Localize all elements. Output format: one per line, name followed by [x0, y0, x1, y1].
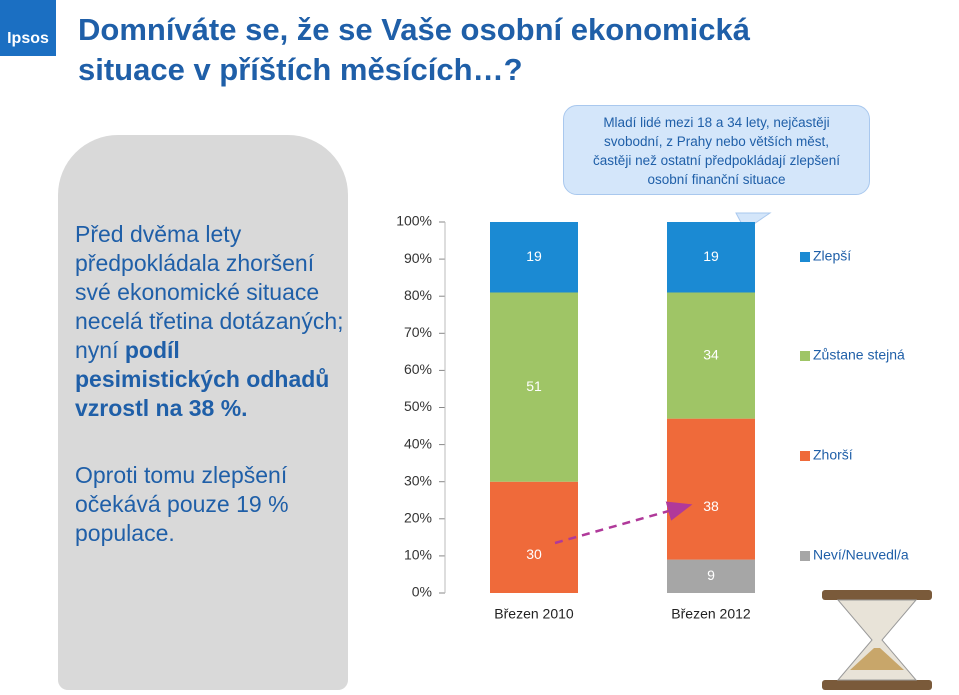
value-label: 30 [526, 546, 542, 562]
legend-label: Zhorší [813, 447, 853, 463]
y-tick-label: 50% [404, 398, 432, 414]
title-line: Domníváte se, že se Vaše osobní ekonomic… [78, 12, 750, 47]
y-tick-label: 0% [412, 584, 432, 600]
title: Domníváte se, že se Vaše osobní ekonomic… [78, 10, 750, 90]
callout-line: osobní finanční situace [647, 172, 786, 187]
title-line: situace v příštích měsících…? [78, 52, 523, 87]
logo-text: Ipsos [7, 30, 49, 47]
y-tick-label: 60% [404, 361, 432, 377]
y-tick-label: 10% [404, 547, 432, 563]
y-tick-label: 70% [404, 324, 432, 340]
callout-line: Mladí lidé mezi 18 a 34 lety, nejčastěji [603, 115, 830, 130]
bar-segment [490, 222, 578, 293]
bar-segment [667, 418, 755, 560]
legend-swatch [800, 551, 810, 561]
bars: 30 51 19 Březen 2010 9 38 34 19 Březen 2012 Zlepš… [490, 222, 909, 622]
legend-label: Zůstane stejná [813, 347, 905, 363]
logo: Ipsos [0, 0, 56, 56]
legend-swatch [800, 351, 810, 361]
legend-label: Zlepší [813, 248, 851, 264]
bar-segment [667, 559, 755, 593]
paragraph: Před dvěma lety předpokládala zhoršení s… [75, 220, 350, 423]
paragraph: Oproti tomu zlepšení očekává pouze 19 % … [75, 462, 289, 546]
value-label: 19 [703, 248, 719, 264]
value-label: 9 [707, 567, 715, 583]
bar-segment [667, 292, 755, 419]
x-tick-label: Březen 2012 [671, 606, 751, 622]
y-tick-label: 80% [404, 287, 432, 303]
text-run: Před dvěma lety předpokládala zhoršení s… [75, 221, 344, 363]
bar-segment [490, 292, 578, 482]
value-label: 19 [526, 248, 542, 264]
callout-line: svobodní, z Prahy nebo větších měst, [603, 134, 830, 149]
legend-swatch [800, 451, 810, 461]
legend-swatch [800, 252, 810, 262]
y-tick-label: 90% [404, 250, 432, 266]
y-tick-label: 40% [404, 435, 432, 451]
bar-segment [667, 222, 755, 293]
hourglass [822, 590, 932, 690]
text-run-bold: podíl pesimistických odhadů vzrostl na 3… [75, 337, 330, 421]
callout: Mladí lidé mezi 18 a 34 lety, nejčastěji… [563, 105, 870, 195]
axis: 0% 10% 20% 30% 40% 50% 60% 70% 80% 90% 100% [396, 213, 446, 600]
side-panel [58, 135, 348, 690]
panel-text: Před dvěma lety předpokládala zhoršení s… [75, 220, 350, 586]
callout-line: častěji než ostatní předpokládají zlepše… [593, 153, 840, 168]
value-label: 38 [703, 498, 719, 514]
y-tick-label: 30% [404, 472, 432, 488]
value-label: 51 [526, 378, 542, 394]
value-label: 34 [703, 346, 719, 362]
bar-segment [490, 481, 578, 593]
legend-label: Neví/Neuvedl/a [813, 547, 909, 563]
y-tick-label: 20% [404, 510, 432, 526]
y-tick-label: 100% [396, 213, 432, 229]
x-tick-label: Březen 2010 [494, 606, 574, 622]
trend-arrow [554, 501, 693, 545]
